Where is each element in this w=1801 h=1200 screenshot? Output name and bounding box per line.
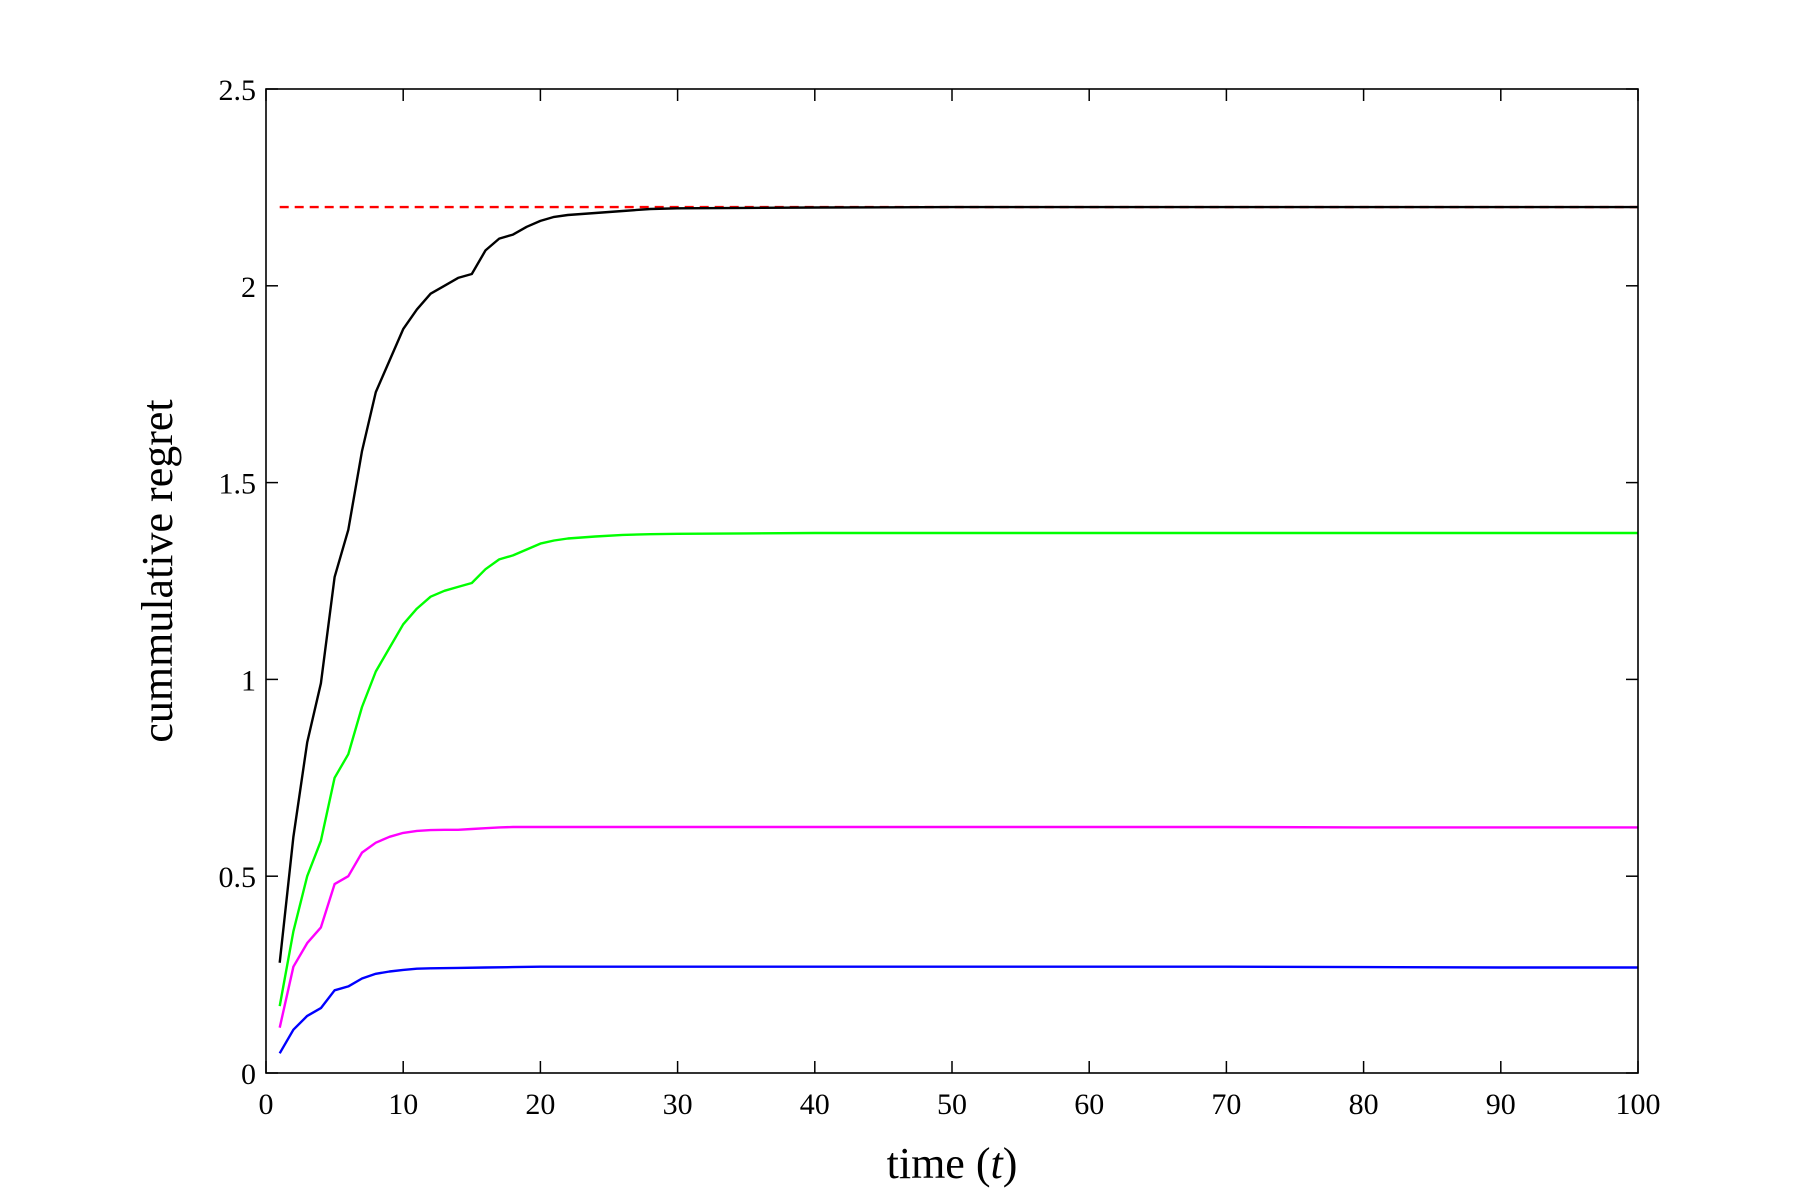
x-tick-label-1: 10 (388, 1088, 418, 1121)
plot-frame (265, 88, 1639, 1074)
y-tick-label-1: 0.5 (219, 861, 257, 894)
x-tick-label-7: 70 (1211, 1088, 1241, 1121)
y-tick-label-3: 1.5 (219, 468, 257, 501)
x-tick-label-2: 20 (525, 1088, 555, 1121)
x-axis-label-post: ) (1003, 1139, 1018, 1188)
x-axis-label-pre: time ( (887, 1139, 991, 1188)
y-tick-label-5: 2.5 (219, 74, 257, 107)
y-tick-label-2: 1 (241, 664, 256, 697)
x-tick-label-3: 30 (663, 1088, 693, 1121)
labels-layer: 0 10 20 30 40 50 60 70 80 90 100 0 0.5 1 1.5 2 2.5 (219, 74, 1661, 1121)
y-tick-label-4: 2 (241, 271, 256, 304)
x-tick-label-4: 40 (800, 1088, 830, 1121)
x-tick-label-0: 0 (259, 1088, 274, 1121)
x-tick-label-5: 50 (937, 1088, 967, 1121)
series-line-1 (278, 205, 1638, 963)
x-tick-label-10: 100 (1616, 1088, 1661, 1121)
series-layer (278, 205, 1638, 1054)
y-axis-label: cummulative regret (133, 399, 182, 742)
x-tick-label-8: 80 (1349, 1088, 1379, 1121)
x-tick-label-6: 60 (1074, 1088, 1104, 1121)
series-line-4 (278, 965, 1638, 1054)
series-line-2 (278, 531, 1638, 1007)
x-axis-label: time (t) (887, 1139, 1018, 1188)
x-tick-label-9: 90 (1486, 1088, 1516, 1121)
y-tick-label-0: 0 (241, 1058, 256, 1091)
series-line-3 (278, 825, 1638, 1028)
x-axis-label-var: t (990, 1139, 1004, 1188)
